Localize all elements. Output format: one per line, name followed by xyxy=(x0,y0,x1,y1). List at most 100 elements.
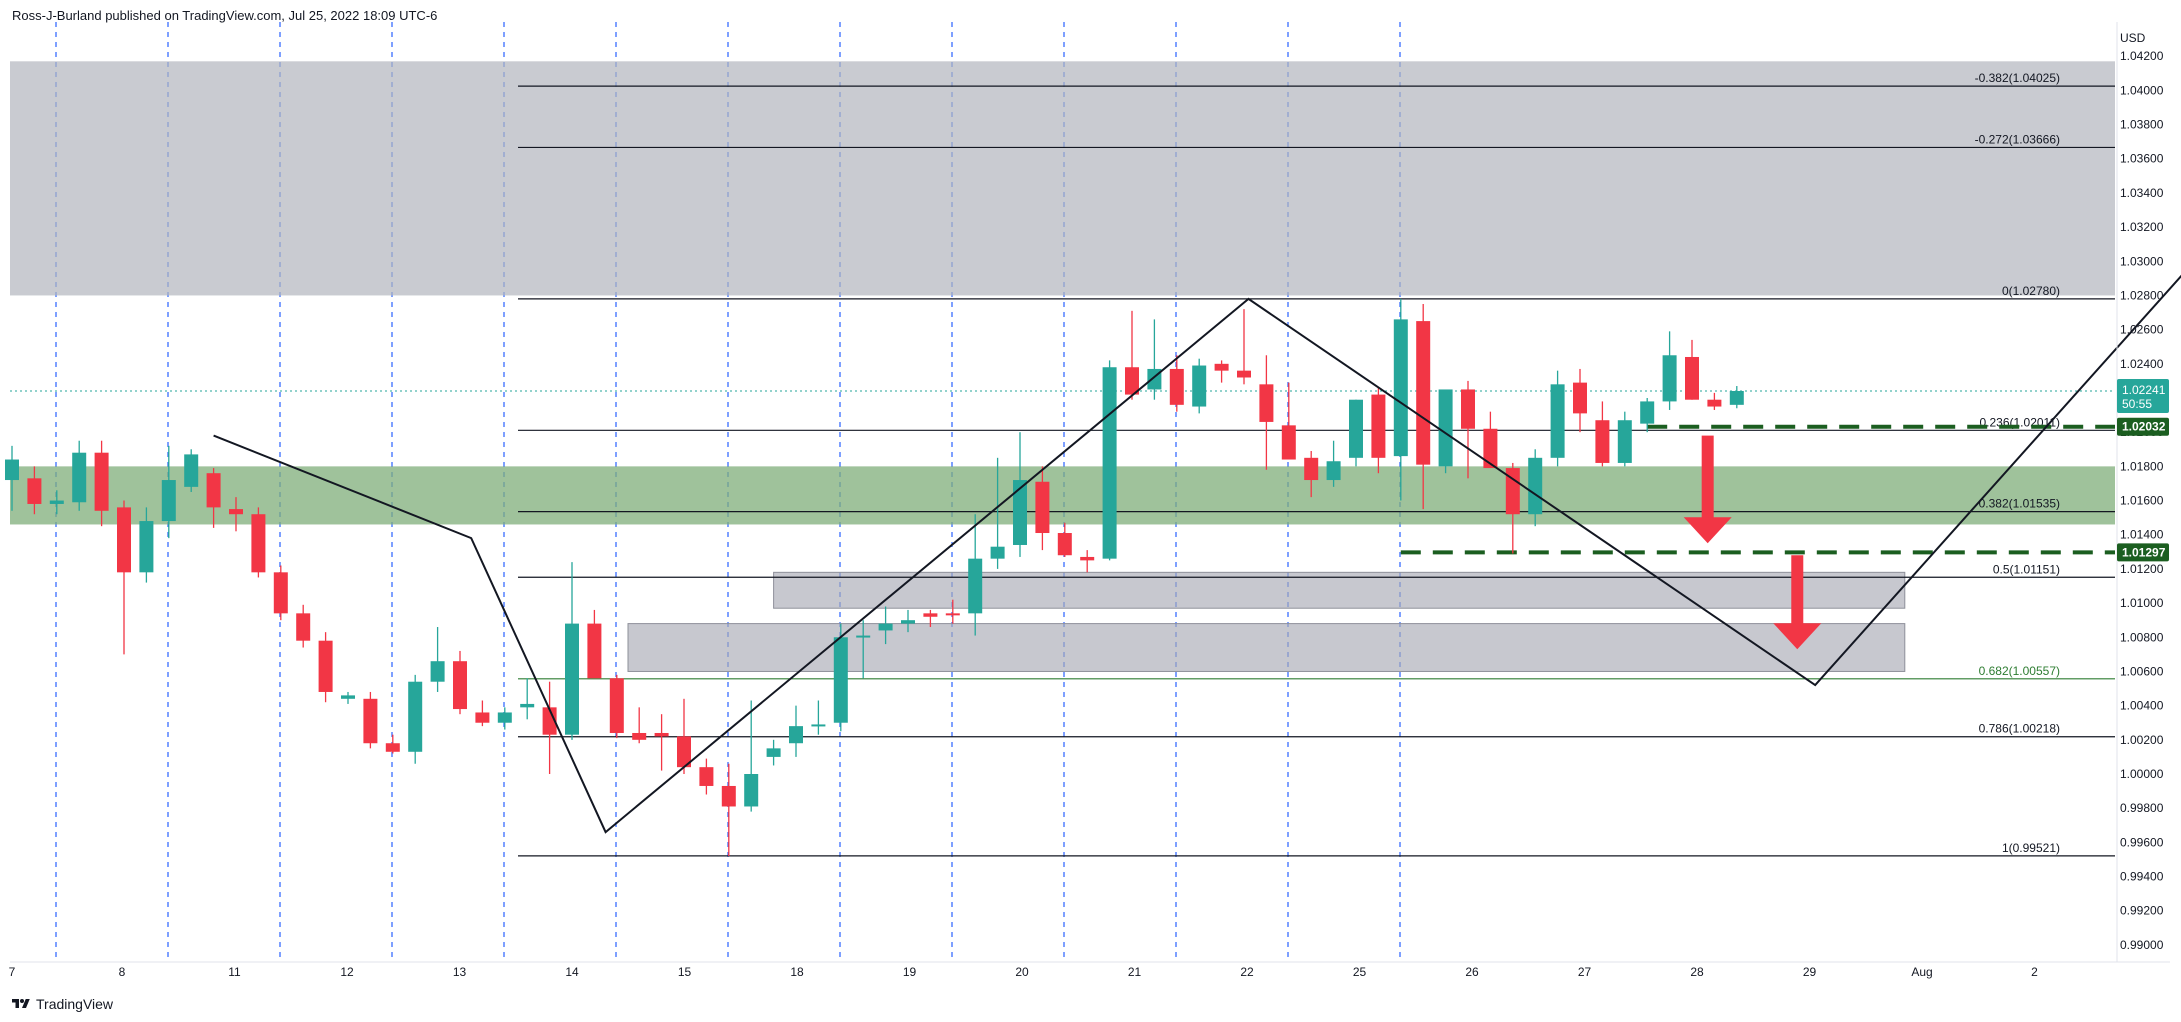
candle xyxy=(341,691,355,704)
price-tick-label: 1.03200 xyxy=(2120,220,2164,234)
price-tick-label: 1.04000 xyxy=(2120,83,2164,97)
candle-body xyxy=(1528,457,1543,515)
red-down-arrow xyxy=(1773,555,1822,650)
candle xyxy=(296,604,311,648)
time-tick-label: 14 xyxy=(565,965,579,979)
dashed-levels xyxy=(10,390,2115,555)
candle-body xyxy=(677,736,691,768)
candle-body xyxy=(990,546,1005,559)
time-tick-label: Aug xyxy=(1911,965,1932,979)
candle xyxy=(609,674,624,739)
candle-body xyxy=(1461,389,1475,429)
candle-body xyxy=(1214,363,1229,371)
resistance-zone xyxy=(10,61,2115,296)
countdown-label: 50:55 xyxy=(2122,397,2152,411)
candle-body xyxy=(1371,394,1386,458)
footer-brand: TradingView xyxy=(12,996,113,1012)
candle xyxy=(5,445,19,511)
candle-body xyxy=(520,703,535,708)
time-tick-label: 26 xyxy=(1465,965,1479,979)
candle xyxy=(677,698,691,774)
candle-body xyxy=(587,623,602,679)
candle-body xyxy=(341,695,355,699)
candle-body xyxy=(1416,321,1431,465)
candle xyxy=(833,623,848,732)
candle xyxy=(654,714,669,771)
candle-body xyxy=(721,785,736,807)
candle xyxy=(1371,387,1386,474)
candle xyxy=(1147,319,1162,400)
candle xyxy=(1326,440,1341,487)
badge-bg xyxy=(2117,543,2169,562)
candle xyxy=(789,705,803,757)
candle-body xyxy=(117,507,131,573)
candle xyxy=(878,606,893,645)
candle-body xyxy=(1102,367,1117,559)
gap-zone xyxy=(773,571,1906,609)
candle-body xyxy=(1550,384,1565,458)
price-tick-label: 1.01400 xyxy=(2120,528,2164,542)
candle xyxy=(766,739,781,766)
candle xyxy=(1640,398,1655,433)
price-tick-label: 1.02400 xyxy=(2120,357,2164,371)
time-tick-label: 7 xyxy=(9,965,16,979)
candle-body xyxy=(1080,556,1095,561)
candle-body xyxy=(789,726,803,744)
candle xyxy=(1237,309,1251,385)
price-tick-label: 1.03800 xyxy=(2120,118,2164,132)
price-tick-label: 1.03000 xyxy=(2120,254,2164,268)
candle xyxy=(1080,550,1095,573)
candle-body xyxy=(27,478,42,504)
candle xyxy=(721,763,736,857)
candle-body xyxy=(1685,356,1699,400)
candle xyxy=(520,678,535,720)
candle-body xyxy=(1169,368,1184,405)
candle-body xyxy=(430,661,445,682)
pattern-lines xyxy=(213,274,2181,834)
red-arrows xyxy=(1683,435,1822,650)
fib-level-label: -0.272(1.03666) xyxy=(1975,132,2060,146)
candle xyxy=(1035,466,1050,551)
price-tick-label: 1.03400 xyxy=(2120,186,2164,200)
candle xyxy=(475,700,490,727)
candle-body xyxy=(1573,382,1587,414)
fib-level-label: -0.382(1.04025) xyxy=(1975,71,2060,85)
candle-body xyxy=(1729,390,1744,405)
candle-body xyxy=(833,637,848,723)
candle xyxy=(1438,389,1453,474)
candle xyxy=(1528,449,1543,527)
candle-body xyxy=(1326,461,1341,481)
time-tick-label: 8 xyxy=(119,965,126,979)
arrow-shaft xyxy=(1701,435,1714,520)
candle-body xyxy=(856,635,871,638)
candle-body xyxy=(744,774,759,807)
candle-body xyxy=(363,698,378,744)
candle xyxy=(1169,355,1184,412)
red-down-arrow xyxy=(1683,435,1732,544)
candle xyxy=(1617,411,1632,467)
candle xyxy=(117,500,131,655)
candle xyxy=(565,562,579,740)
time-tick-label: 15 xyxy=(678,965,692,979)
candle xyxy=(1393,298,1408,501)
candle-body xyxy=(878,623,893,631)
candle xyxy=(363,691,378,749)
candle-body xyxy=(923,613,938,617)
candle xyxy=(229,497,243,532)
candle-body xyxy=(1013,480,1027,545)
candle-body xyxy=(453,661,467,710)
candle xyxy=(990,457,1005,569)
fibonacci-levels: -0.382(1.04025) -0.272(1.03666) 0(1.02780)… xyxy=(518,71,2115,857)
candle-body xyxy=(1237,370,1251,378)
candle xyxy=(632,707,647,744)
time-tick-label: 19 xyxy=(903,965,917,979)
candle xyxy=(1595,401,1610,467)
candle xyxy=(385,734,400,754)
price-tick-label: 1.01800 xyxy=(2120,459,2164,473)
time-tick-label: 21 xyxy=(1128,965,1142,979)
candle xyxy=(856,620,871,679)
candle-body xyxy=(699,767,714,786)
badge-bg xyxy=(2117,378,2169,413)
candle xyxy=(699,758,714,795)
